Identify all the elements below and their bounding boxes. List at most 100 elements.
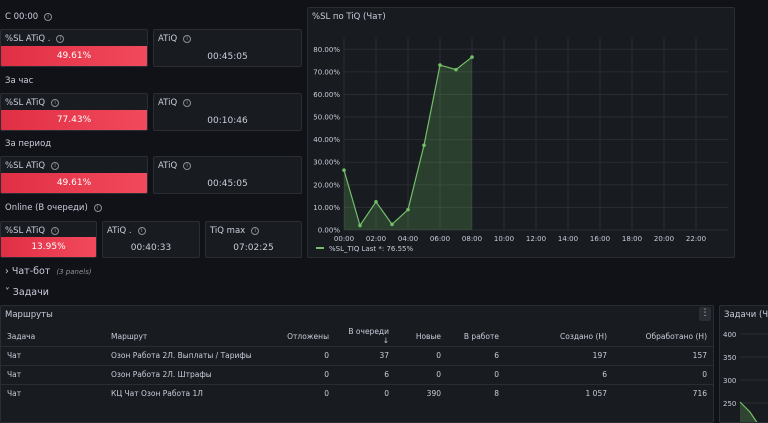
panel-title: Задачи (Ча [724,310,768,320]
table-cell: Озон Работа 2Л. Выплаты / Тарифы [105,345,281,365]
stat-panel-period-atiq[interactable]: ATiQ i 00:45:05 [153,156,302,194]
x-tick-label: 08:00 [462,235,482,243]
y-tick-label: 20.00% [313,181,340,189]
table-row[interactable]: Чат КЦ Чат Озон Работа 1Л 0 0 390 8 1 05… [1,383,713,403]
more-menu-icon[interactable]: ⋮ [699,307,711,321]
row-chatbot[interactable]: › Чат-бот (3 panels) [5,266,92,277]
column-header[interactable]: Новые [415,331,441,341]
chevron-right-icon: › [5,266,9,277]
table-cell: 37 [335,345,395,365]
legend-text[interactable]: %SL_TIQ Last *: 76.55% [329,245,413,253]
column-header[interactable]: В очереди ↓ [348,327,389,346]
data-point [358,223,362,228]
stat-title: %SL ATiQ [5,226,46,236]
row-panel-count: (3 panels) [56,268,92,276]
table-cell: КЦ Чат Озон Работа 1Л [105,383,281,403]
x-tick-label: 02:00 [366,235,386,243]
table-cell: 716 [613,383,713,403]
table-cell: 0 [613,364,713,384]
section-label: С 00:00 [5,12,39,22]
column-header[interactable]: Обработано (Н) [645,331,707,341]
sl-tiq-chart: 0.00% 10.00% 20.00% 30.00% 40.00% 50.00% 60.00… [313,38,728,253]
y-tick-label: 50.00% [313,114,340,122]
info-icon[interactable]: i [251,226,260,235]
info-icon[interactable]: i [137,226,146,235]
info-icon[interactable]: i [51,226,60,235]
info-icon[interactable]: i [183,34,192,43]
data-point [374,199,378,204]
table-cell: 8 [447,383,505,403]
stat-title: ATiQ [158,98,178,108]
stat-panel-online-sl[interactable]: %SL ATiQ i 13.95% [0,221,97,258]
y-tick-label: 70.00% [313,68,340,76]
section-label: Online (В очереди) [5,203,88,213]
column-header[interactable]: Задача [7,331,36,341]
y-tick-label: 350 [723,354,736,362]
table-row[interactable]: Чат Озон Работа 2Л. Выплаты / Тарифы 0 3… [1,345,713,365]
routes-table-panel[interactable]: Маршруты ⋮ Задача Маршрут Отложены В оче… [0,305,714,423]
stat-value: 07:02:25 [233,243,274,253]
tasks-line [739,401,758,422]
routes-table: Задача Маршрут Отложены В очереди ↓ Новы… [1,327,713,403]
stat-value: 49.61% [1,46,147,66]
table-cell: 0 [281,383,335,403]
table-cell: 0 [447,364,505,384]
column-header[interactable]: Отложены [287,331,329,341]
table-cell: 0 [395,345,447,365]
stat-title: TiQ max [210,226,246,236]
stat-panel-midnight-atiq[interactable]: ATiQ i 00:45:05 [153,29,302,67]
row-title: Чат-бот [11,266,51,277]
x-tick-label: 10:00 [494,235,514,243]
column-header[interactable]: Создано (Н) [560,331,607,341]
table-cell: 6 [505,364,613,384]
table-cell: 157 [613,345,713,365]
stat-value: 13.95% [1,237,96,257]
section-per-period: За период [5,139,52,149]
y-tick-label: 10.00% [313,204,340,212]
stat-panel-midnight-sl[interactable]: %SL ATiQ . i 49.61% [0,29,148,67]
stat-value: 00:45:05 [207,52,248,62]
y-tick-label: 60.00% [313,91,340,99]
data-point [342,168,346,172]
info-icon[interactable]: i [56,34,65,43]
section-online: Online (В очереди) i [5,203,102,213]
stat-title: %SL ATiQ [5,98,46,108]
info-icon[interactable]: i [44,12,53,21]
series-area [344,57,472,230]
stat-panel-hour-sl[interactable]: %SL ATiQ i 77.43% [0,93,148,131]
chevron-down-icon: ˅ [5,287,10,298]
tasks-chart-panel[interactable]: Задачи (Ча 400 350 300 250 [719,305,768,423]
column-header[interactable]: Маршрут [111,331,148,341]
stat-panel-online-tiqmax[interactable]: TiQ max i 07:02:25 [205,221,302,258]
table-cell: 1 057 [505,383,613,403]
y-tick-label: 250 [723,400,736,408]
x-tick-label: 06:00 [430,235,450,243]
info-icon[interactable]: i [51,161,60,170]
stat-title: ATiQ [158,161,178,171]
table-row[interactable]: Чат Озон Работа 2Л. Штрафы 0 6 0 0 6 0 [1,364,713,384]
stat-title: ATiQ . [107,226,132,236]
info-icon[interactable]: i [183,161,192,170]
y-tick-label: 30.00% [313,159,340,167]
info-icon[interactable]: i [51,98,60,107]
table-cell: Чат [1,364,105,384]
column-header[interactable]: В работе [463,331,499,341]
x-tick-label: 14:00 [558,235,578,243]
stat-panel-hour-atiq[interactable]: ATiQ i 00:10:46 [153,93,302,131]
stat-title: %SL ATiQ [5,161,46,171]
y-tick-label: 80.00% [313,46,340,54]
chart-title: %SL по TiQ (Чат) [312,12,386,22]
x-tick-label: 00:00 [334,235,354,243]
stat-panel-period-sl[interactable]: %SL ATiQ i 49.61% [0,156,148,194]
y-tick-label: 400 [723,331,736,339]
stat-title: ATiQ [158,34,178,44]
info-icon[interactable]: i [93,203,102,212]
chart-panel-sl-tiq[interactable]: %SL по TiQ (Чат) 0.00% 10.00% 20.00% 30.00%… [307,7,735,258]
table-cell: 0 [281,345,335,365]
data-point [470,55,474,59]
stat-panel-online-atiq[interactable]: ATiQ . i 00:40:33 [102,221,200,258]
row-tasks[interactable]: ˅ Задачи [5,287,49,298]
section-per-hour: За час [5,76,34,86]
info-icon[interactable]: i [183,98,192,107]
stat-value: 00:45:05 [207,179,248,189]
